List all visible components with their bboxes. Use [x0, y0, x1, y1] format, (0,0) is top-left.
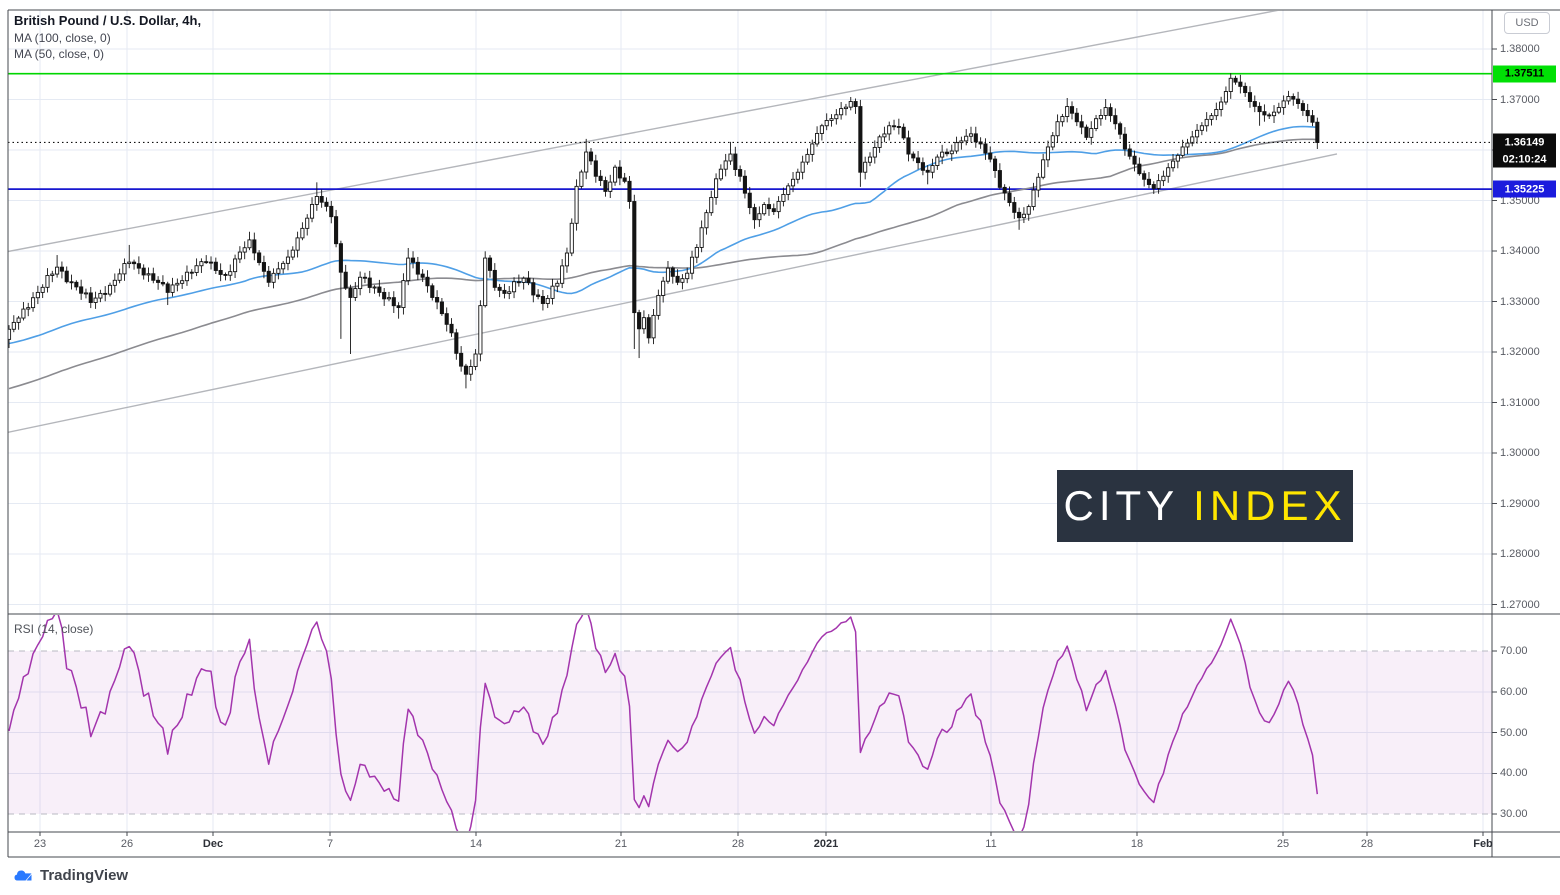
price-tick-label: 1.37000 — [1500, 93, 1540, 106]
price-tick-label: 1.30000 — [1500, 447, 1540, 459]
time-tick-label: 18 — [1130, 838, 1144, 850]
price-tick-label: 1.32000 — [1500, 346, 1540, 358]
time-tick-label: 26 — [120, 838, 134, 850]
countdown-label: 02:10:24 — [1493, 150, 1556, 168]
rsi-tick-label: 70.00 — [1500, 645, 1528, 657]
tradingview-logo[interactable]: TradingView — [12, 864, 128, 886]
time-tick-label: 11 — [985, 838, 997, 850]
candles-layer[interactable] — [7, 73, 1320, 389]
ma100-line[interactable] — [8, 138, 1318, 390]
resistance-price-label: 1.37511 — [1493, 65, 1556, 83]
rsi-tick-label: 30.00 — [1500, 808, 1528, 820]
city-index-watermark: CITY INDEX — [1057, 470, 1353, 542]
rsi-line[interactable] — [8, 608, 1319, 844]
rsi-tick-label: 60.00 — [1500, 685, 1528, 698]
time-tick-label: 2021 — [813, 838, 839, 850]
time-tick-label: 7 — [326, 838, 334, 850]
legend-symbol-title[interactable]: British Pound / U.S. Dollar, 4h, — [14, 13, 202, 28]
tradingview-wordmark: TradingView — [40, 866, 129, 884]
currency-button[interactable]: USD — [1504, 12, 1550, 34]
price-tick-label: 1.31000 — [1500, 396, 1540, 409]
trend-channel-upper-line[interactable] — [0, 10, 1279, 253]
rsi-tick-label: 40.00 — [1500, 767, 1528, 780]
price-tick-label: 1.38000 — [1500, 43, 1540, 55]
rsi-band — [8, 651, 1492, 814]
tradingview-logo-icon — [14, 870, 32, 881]
legend-ma50[interactable]: MA (50, close, 0) — [14, 47, 105, 61]
time-tick-label: 25 — [1276, 838, 1290, 850]
support-price-label: 1.35225 — [1493, 180, 1556, 198]
time-tick-label: 14 — [469, 838, 483, 850]
last-price-label: 1.36149 — [1493, 133, 1556, 151]
time-tick-label: 28 — [731, 838, 745, 850]
watermark-city-text: CITY — [1063, 482, 1180, 529]
legend-ma100[interactable]: MA (100, close, 0) — [14, 31, 111, 45]
trend-channel-lower-line[interactable] — [0, 153, 1338, 434]
time-tick-label: Feb — [1473, 838, 1493, 850]
time-tick-label: 28 — [1360, 838, 1374, 850]
legend: British Pound / U.S. Dollar, 4h, MA (100… — [14, 14, 201, 60]
time-tick-label: Dec — [202, 838, 224, 850]
time-tick-label: 23 — [33, 838, 47, 850]
rsi-legend-label[interactable]: RSI (14, close) — [14, 622, 94, 636]
watermark-index-text: INDEX — [1193, 482, 1347, 529]
price-tick-label: 1.28000 — [1500, 548, 1540, 560]
rsi-tick-label: 50.00 — [1500, 726, 1528, 739]
price-tick-label: 1.29000 — [1500, 497, 1540, 510]
ma50-line[interactable] — [8, 125, 1318, 345]
price-tick-label: 1.27000 — [1500, 598, 1540, 611]
price-tick-label: 1.33000 — [1500, 295, 1540, 308]
pane-borders — [7, 9, 1560, 858]
time-tick-label: 21 — [614, 838, 628, 850]
price-tick-label: 1.34000 — [1500, 245, 1540, 257]
